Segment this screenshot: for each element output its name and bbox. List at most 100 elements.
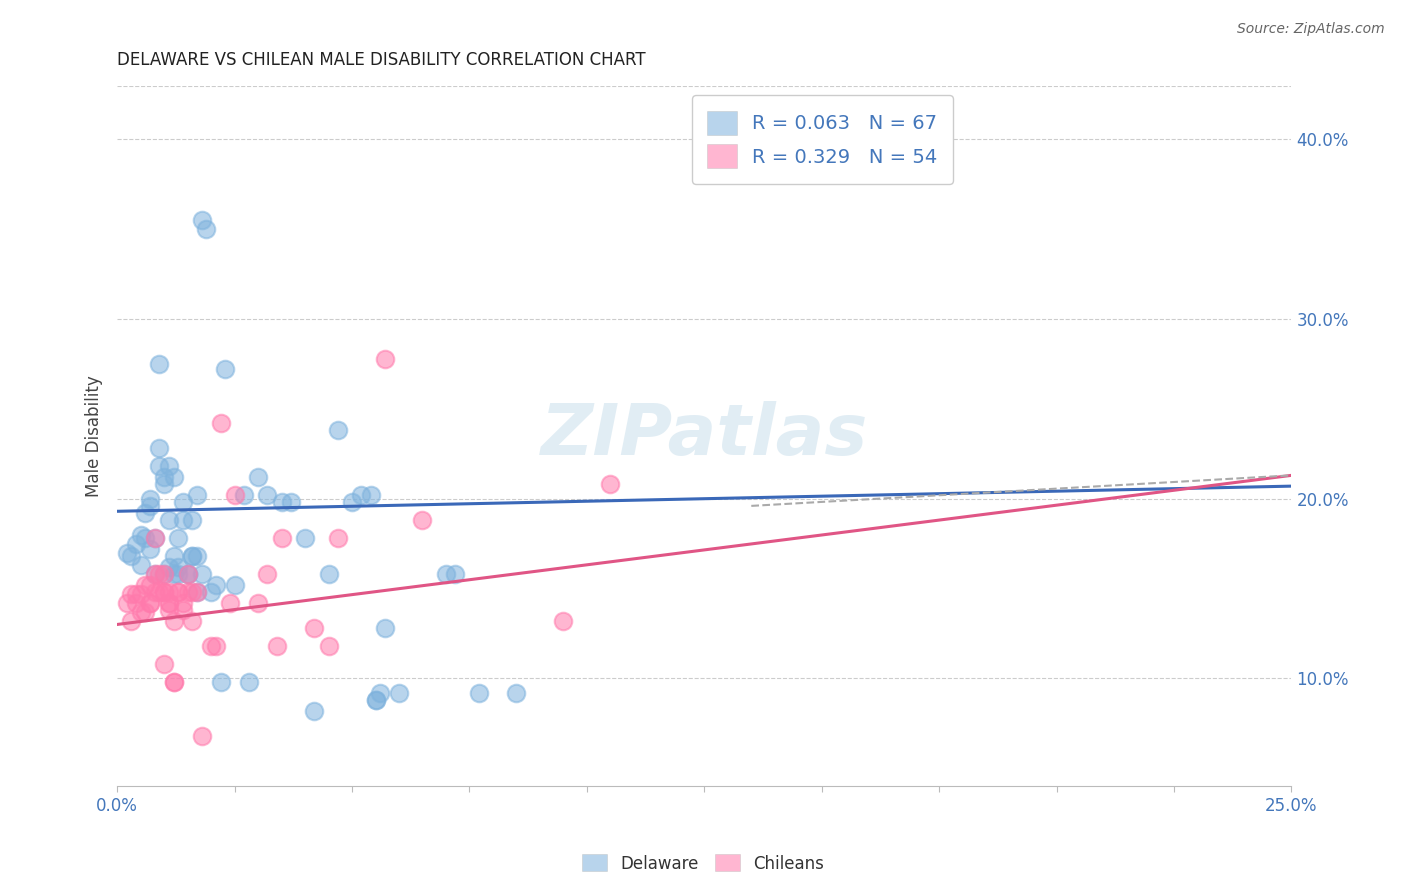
Point xyxy=(505,686,527,700)
Point xyxy=(172,495,194,509)
Point xyxy=(167,531,190,545)
Point xyxy=(374,621,396,635)
Point xyxy=(233,488,256,502)
Point xyxy=(143,567,166,582)
Point xyxy=(181,513,204,527)
Point xyxy=(157,596,180,610)
Point xyxy=(162,567,184,582)
Point xyxy=(153,585,176,599)
Point xyxy=(143,531,166,545)
Point xyxy=(186,585,208,599)
Point xyxy=(304,704,326,718)
Point xyxy=(294,531,316,545)
Point xyxy=(205,578,228,592)
Point xyxy=(157,513,180,527)
Point xyxy=(411,513,433,527)
Point xyxy=(153,567,176,582)
Point xyxy=(143,531,166,545)
Point xyxy=(350,488,373,502)
Point xyxy=(167,585,190,599)
Point xyxy=(553,614,575,628)
Point xyxy=(139,491,162,506)
Point xyxy=(125,596,148,610)
Point xyxy=(181,549,204,564)
Point xyxy=(143,585,166,599)
Point xyxy=(326,531,349,545)
Point xyxy=(364,693,387,707)
Point xyxy=(238,675,260,690)
Point xyxy=(157,596,180,610)
Point xyxy=(247,596,270,610)
Point xyxy=(270,495,292,509)
Point xyxy=(318,567,340,582)
Point xyxy=(360,488,382,502)
Point xyxy=(162,614,184,628)
Point xyxy=(214,362,236,376)
Point xyxy=(205,639,228,653)
Point xyxy=(153,470,176,484)
Point xyxy=(129,558,152,573)
Point xyxy=(388,686,411,700)
Point xyxy=(148,357,170,371)
Point xyxy=(134,605,156,619)
Point xyxy=(115,596,138,610)
Point xyxy=(120,614,142,628)
Point xyxy=(200,639,222,653)
Point xyxy=(148,567,170,582)
Point xyxy=(190,213,212,227)
Point xyxy=(256,488,278,502)
Point xyxy=(224,578,246,592)
Point xyxy=(139,578,162,592)
Point xyxy=(224,488,246,502)
Point xyxy=(125,536,148,550)
Point xyxy=(256,567,278,582)
Point xyxy=(139,499,162,513)
Point xyxy=(148,585,170,599)
Point xyxy=(139,596,162,610)
Point xyxy=(162,470,184,484)
Point xyxy=(167,567,190,582)
Point xyxy=(120,549,142,564)
Point xyxy=(129,605,152,619)
Point xyxy=(129,527,152,541)
Point xyxy=(167,560,190,574)
Point xyxy=(153,585,176,599)
Point xyxy=(157,560,180,574)
Point xyxy=(176,585,198,599)
Point xyxy=(200,585,222,599)
Point xyxy=(162,675,184,690)
Point xyxy=(143,567,166,582)
Point xyxy=(190,729,212,743)
Point xyxy=(176,567,198,582)
Point xyxy=(434,567,457,582)
Point xyxy=(468,686,491,700)
Point xyxy=(266,639,288,653)
Point xyxy=(304,621,326,635)
Point xyxy=(162,549,184,564)
Point xyxy=(139,541,162,556)
Point xyxy=(139,596,162,610)
Text: ZIPatlas: ZIPatlas xyxy=(541,401,868,470)
Point xyxy=(157,585,180,599)
Point xyxy=(195,222,218,236)
Point xyxy=(186,549,208,564)
Point xyxy=(181,549,204,564)
Point xyxy=(176,567,198,582)
Legend: Delaware, Chileans: Delaware, Chileans xyxy=(575,847,831,880)
Point xyxy=(270,531,292,545)
Point xyxy=(157,603,180,617)
Point xyxy=(172,513,194,527)
Point xyxy=(247,470,270,484)
Text: Source: ZipAtlas.com: Source: ZipAtlas.com xyxy=(1237,22,1385,37)
Point xyxy=(125,587,148,601)
Point xyxy=(186,585,208,599)
Point xyxy=(340,495,363,509)
Point xyxy=(120,587,142,601)
Point xyxy=(280,495,302,509)
Point xyxy=(368,686,391,700)
Point xyxy=(172,596,194,610)
Point xyxy=(181,585,204,599)
Point xyxy=(176,567,198,582)
Point xyxy=(153,657,176,671)
Point xyxy=(162,675,184,690)
